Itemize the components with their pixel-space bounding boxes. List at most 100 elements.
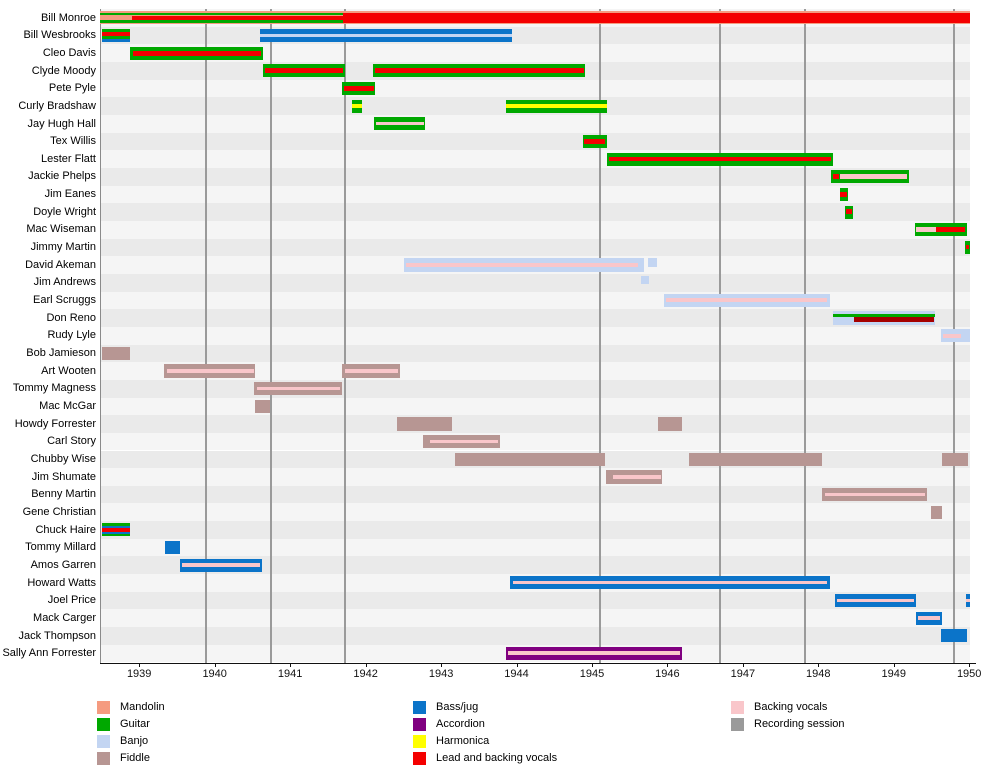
member-label: Tommy Magness: [12, 382, 96, 395]
timeline-bar-led: [131, 15, 343, 21]
timeline-bar-led: [832, 174, 840, 179]
legend-swatch-fid: [97, 752, 110, 765]
row-band: [100, 44, 970, 62]
member-label: Chuck Haire: [35, 523, 96, 536]
timeline-bar-fid: [101, 346, 131, 360]
member-label: Doyle Wright: [33, 205, 96, 218]
timeline-bar-fid: [688, 452, 823, 466]
timeline-bar-bck: [256, 387, 340, 391]
timeline-bar-bck: [167, 369, 254, 373]
row-band: [100, 326, 970, 345]
recording-session-line: [719, 9, 722, 663]
timeline-bar-bas: [101, 531, 131, 534]
timeline-bar-bck: [917, 616, 941, 620]
axis-tick: [893, 663, 895, 667]
row-band: [100, 591, 970, 610]
axis-year-label: 1940: [202, 668, 227, 680]
timeline-bar-led: [840, 191, 847, 197]
member-label: Curly Bradshaw: [18, 99, 96, 112]
axis-tick: [290, 663, 292, 667]
timeline-bar-gtr: [101, 28, 131, 32]
member-label: Don Reno: [46, 311, 96, 324]
legend-swatch-bck: [731, 701, 744, 714]
member-label: Jackie Phelps: [28, 170, 96, 183]
axis-year-label: 1945: [579, 668, 605, 680]
timeline-bar-led: [965, 244, 970, 250]
member-label: Bill Wesbrooks: [23, 29, 96, 42]
axis-tick: [969, 663, 971, 667]
legend-label: Guitar: [120, 718, 150, 730]
axis-tick: [592, 663, 593, 667]
axis-tick: [818, 663, 820, 667]
member-label: Mack Carger: [33, 611, 96, 624]
axis-tick: [441, 663, 443, 667]
axis-year-label: 1941: [277, 668, 303, 680]
timeline-bar-bas: [101, 526, 131, 529]
recording-session-line: [269, 9, 272, 663]
timeline-bar-gtr: [101, 523, 131, 526]
member-label: Sally Ann Forrester: [2, 647, 96, 660]
legend-swatch-led: [413, 752, 426, 765]
legend-label: Banjo: [120, 735, 149, 747]
member-label: Pete Pyle: [48, 82, 96, 95]
row-band: [100, 167, 970, 186]
timeline-bar-bck: [512, 581, 828, 585]
member-label: Chubby Wise: [30, 453, 96, 465]
axis-year-label: 1946: [655, 668, 680, 680]
timeline-bar-fid: [942, 452, 969, 466]
axis-year-label: 1942: [353, 668, 378, 680]
timeline-bar-fid: [455, 452, 605, 466]
row-band: [100, 521, 970, 539]
axis-tick: [742, 663, 744, 667]
member-label: Rudy Lyle: [47, 329, 96, 342]
member-label: Howdy Forrester: [14, 417, 96, 430]
member-label: Jim Andrews: [33, 276, 96, 289]
row-band: [100, 309, 970, 327]
timeline-bar-led: [133, 50, 262, 56]
member-label: Lester Flatt: [40, 152, 96, 165]
row-band: [100, 203, 970, 221]
timeline-bar-fid: [657, 417, 683, 431]
timeline-bar-bck: [837, 598, 915, 603]
legend-swatch-ban: [97, 735, 110, 748]
legend-swatch-bas: [413, 701, 426, 714]
member-label: Jimmy Martin: [30, 241, 96, 254]
member-label: Jim Eanes: [44, 188, 96, 201]
axis-year-label: 1947: [730, 668, 756, 680]
axis-tick: [214, 663, 216, 667]
axis-year-label: 1949: [881, 668, 907, 680]
timeline-bar-bck: [182, 563, 260, 567]
member-label: Earl Scruggs: [33, 294, 96, 307]
member-label: Tex Willis: [50, 135, 96, 148]
legend-swatch-har: [413, 735, 426, 748]
timeline-bar-gtr: [101, 35, 131, 39]
timeline-bar-led: [584, 139, 606, 144]
row-band: [100, 379, 970, 398]
row-band: [100, 362, 970, 380]
timeline-bar-bas: [940, 629, 967, 643]
timeline-bar-fid: [397, 417, 453, 431]
member-label: Jack Thompson: [18, 629, 96, 642]
row-band: [100, 556, 970, 575]
timeline-bar-bck: [376, 122, 424, 125]
row-band: [100, 468, 970, 486]
row-band: [100, 238, 970, 257]
timeline-bar-fid: [930, 505, 943, 519]
row-band: [100, 503, 970, 522]
legend-label: Fiddle: [120, 752, 150, 764]
axis-tick: [667, 663, 669, 667]
timeline-bar-ban: [260, 33, 512, 38]
timeline-bar-bck: [825, 492, 925, 497]
member-label: Gene Christian: [22, 506, 96, 518]
axis-year-label: 1939: [126, 668, 152, 680]
row-band: [100, 344, 970, 363]
timeline-bar-bas: [101, 38, 131, 43]
timeline-bar-bck: [429, 440, 499, 444]
member-label: Mac McGar: [39, 400, 96, 412]
axis-tick: [139, 663, 141, 667]
row-band: [100, 415, 970, 433]
timeline-bar-led: [845, 209, 853, 215]
member-label: Tommy Millard: [25, 541, 96, 554]
member-label: Joel Price: [47, 594, 96, 607]
